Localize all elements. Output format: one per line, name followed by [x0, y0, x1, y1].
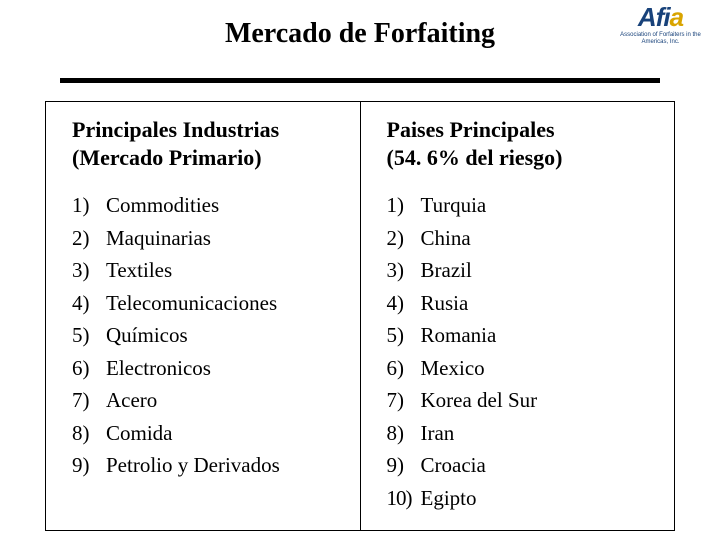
left-column: Principales Industrias (Mercado Primario… [46, 102, 360, 530]
logo-text-accent: a [670, 2, 683, 32]
header: Mercado de Forfaiting Afia Association o… [0, 0, 720, 78]
countries-list: 1)Turquia2)China3)Brazil4)Rusia5)Romania… [387, 189, 655, 514]
logo-text-main: Afi [638, 2, 670, 32]
list-item: 9)Croacia [387, 449, 655, 482]
list-item-number: 2) [72, 222, 106, 255]
list-item-label: Químicos [106, 319, 188, 352]
list-item: 7)Korea del Sur [387, 384, 655, 417]
list-item: 1)Commodities [72, 189, 340, 222]
slide-title: Mercado de Forfaiting [0, 18, 720, 50]
left-heading-line2: (Mercado Primario) [72, 145, 262, 170]
list-item-label: Telecomunicaciones [106, 287, 277, 320]
list-item-number: 1) [387, 189, 421, 222]
list-item-number: 6) [387, 352, 421, 385]
right-heading: Paises Principales (54. 6% del riesgo) [387, 116, 655, 171]
industries-list: 1)Commodities2)Maquinarias3)Textiles4)Te… [72, 189, 340, 482]
list-item-label: Mexico [421, 352, 485, 385]
list-item: 6)Electronicos [72, 352, 340, 385]
list-item: 1)Turquia [387, 189, 655, 222]
list-item-label: Petrolio y Derivados [106, 449, 280, 482]
right-column: Paises Principales (54. 6% del riesgo) 1… [360, 102, 675, 530]
list-item-number: 4) [72, 287, 106, 320]
list-item: 5)Romania [387, 319, 655, 352]
right-heading-line2: (54. 6% del riesgo) [387, 145, 563, 170]
left-heading-line1: Principales Industrias [72, 117, 279, 142]
list-item-label: Comida [106, 417, 173, 450]
list-item-label: Romania [421, 319, 497, 352]
list-item-number: 6) [72, 352, 106, 385]
list-item-label: Textiles [106, 254, 172, 287]
list-item-number: 8) [387, 417, 421, 450]
list-item: 2)Maquinarias [72, 222, 340, 255]
list-item: 8)Comida [72, 417, 340, 450]
list-item-number: 7) [72, 384, 106, 417]
list-item: 8)Iran [387, 417, 655, 450]
list-item-number: 1) [72, 189, 106, 222]
left-heading: Principales Industrias (Mercado Primario… [72, 116, 340, 171]
list-item: 3)Textiles [72, 254, 340, 287]
list-item-label: Brazil [421, 254, 472, 287]
right-heading-line1: Paises Principales [387, 117, 555, 142]
list-item-number: 10) [387, 482, 421, 515]
logo-subtitle: Association of Forfaiters in the America… [613, 32, 708, 45]
slide: Mercado de Forfaiting Afia Association o… [0, 0, 720, 540]
list-item-number: 5) [72, 319, 106, 352]
list-item-number: 9) [387, 449, 421, 482]
list-item-label: Korea del Sur [421, 384, 538, 417]
list-item-number: 5) [387, 319, 421, 352]
list-item-number: 7) [387, 384, 421, 417]
list-item-label: Maquinarias [106, 222, 211, 255]
list-item: 6)Mexico [387, 352, 655, 385]
list-item: 4)Rusia [387, 287, 655, 320]
list-item-label: Electronicos [106, 352, 211, 385]
title-underline [60, 78, 660, 83]
list-item-number: 3) [387, 254, 421, 287]
list-item: 10)Egipto [387, 482, 655, 515]
list-item-label: Commodities [106, 189, 219, 222]
list-item: 5)Químicos [72, 319, 340, 352]
list-item-label: Acero [106, 384, 157, 417]
list-item-number: 2) [387, 222, 421, 255]
afia-logo: Afia Association of Forfaiters in the Am… [613, 4, 708, 45]
list-item: 3)Brazil [387, 254, 655, 287]
content-box: Principales Industrias (Mercado Primario… [45, 101, 675, 531]
logo-wordmark: Afia [613, 4, 708, 30]
list-item-number: 3) [72, 254, 106, 287]
list-item-number: 9) [72, 449, 106, 482]
list-item-label: Iran [421, 417, 455, 450]
list-item-label: Rusia [421, 287, 469, 320]
list-item-number: 8) [72, 417, 106, 450]
list-item: 7)Acero [72, 384, 340, 417]
list-item-label: Croacia [421, 449, 486, 482]
list-item-label: Turquia [421, 189, 487, 222]
list-item-label: Egipto [421, 482, 477, 515]
list-item: 4)Telecomunicaciones [72, 287, 340, 320]
list-item: 2)China [387, 222, 655, 255]
list-item-label: China [421, 222, 471, 255]
list-item-number: 4) [387, 287, 421, 320]
list-item: 9)Petrolio y Derivados [72, 449, 340, 482]
